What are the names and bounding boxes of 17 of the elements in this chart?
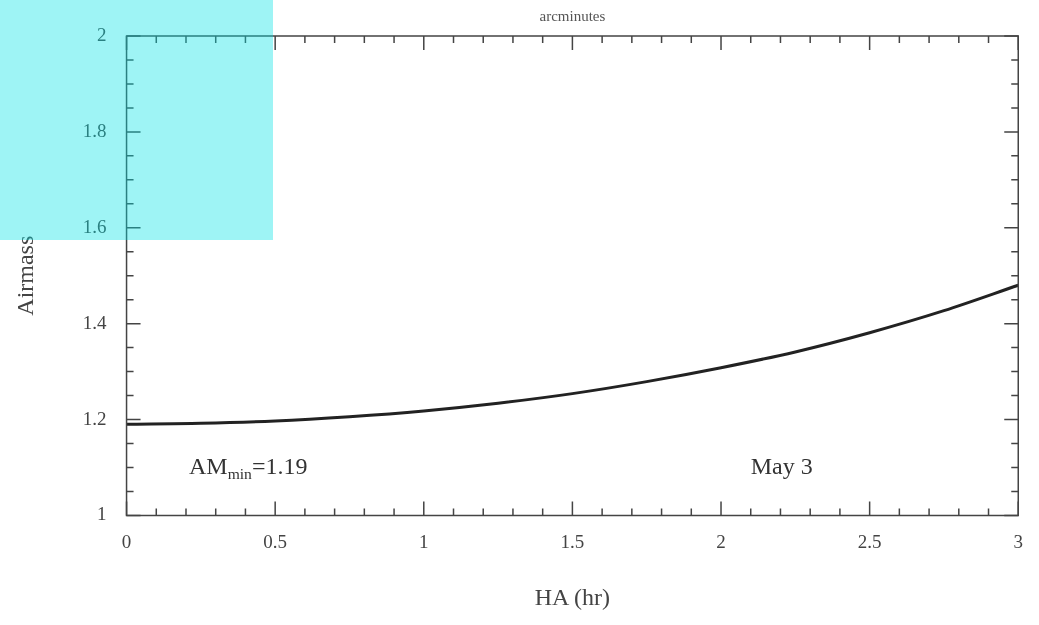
y-tick-label: 1.6 bbox=[82, 215, 107, 237]
x-tick-label: 3 bbox=[1013, 530, 1023, 552]
y-axis-title: Airmass bbox=[11, 235, 38, 316]
x-axis-title: HA (hr) bbox=[534, 583, 611, 610]
y-tick-label: 1 bbox=[97, 503, 107, 525]
x-tick-label: 2 bbox=[716, 530, 726, 552]
x2-axis-title: arcminutes bbox=[539, 7, 606, 24]
y-tick-label: 2 bbox=[97, 23, 107, 45]
y-tick-label: 1.2 bbox=[82, 407, 107, 429]
x-tick-label: 1.5 bbox=[560, 530, 585, 552]
annotation: May 3 bbox=[750, 452, 813, 479]
y-tick-label: 1.8 bbox=[82, 119, 107, 141]
x-tick-label: 0 bbox=[121, 530, 132, 552]
y-tick-label: 1.4 bbox=[82, 311, 108, 333]
x-tick-label: 0.5 bbox=[263, 530, 288, 552]
x-tick-label: 1 bbox=[419, 530, 429, 552]
x-tick-label: 2.5 bbox=[857, 530, 882, 552]
